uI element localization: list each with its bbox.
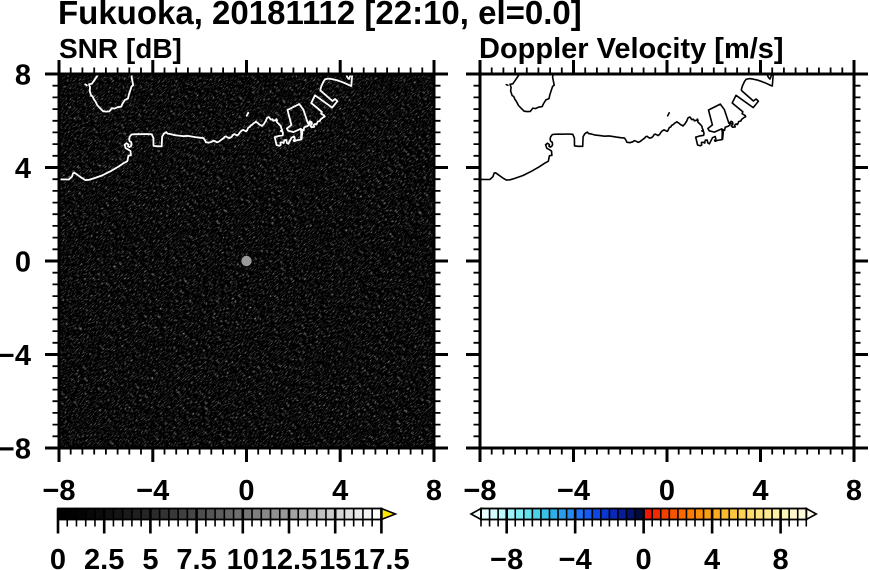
svg-text:8: 8 (846, 475, 862, 507)
svg-text:−8: −8 (42, 475, 75, 507)
svg-text:2.5: 2.5 (84, 544, 124, 570)
svg-text:0: 0 (636, 544, 652, 570)
svg-text:4: 4 (704, 544, 720, 570)
svg-text:Fukuoka, 20181112 [22:10, el=0: Fukuoka, 20181112 [22:10, el=0.0] (58, 0, 582, 31)
svg-text:−8: −8 (490, 544, 523, 570)
svg-text:−4: −4 (559, 544, 592, 570)
svg-text:−4: −4 (136, 475, 169, 507)
svg-text:5: 5 (142, 544, 158, 570)
svg-text:4: 4 (15, 153, 31, 185)
svg-text:8: 8 (15, 59, 31, 91)
svg-text:15: 15 (319, 544, 351, 570)
svg-text:0: 0 (659, 475, 675, 507)
svg-text:8: 8 (773, 544, 789, 570)
svg-text:0: 0 (15, 246, 31, 278)
svg-text:−8: −8 (463, 475, 496, 507)
svg-text:4: 4 (752, 475, 768, 507)
svg-text:Doppler Velocity [m/s]: Doppler Velocity [m/s] (479, 33, 784, 65)
svg-text:4: 4 (332, 475, 348, 507)
svg-text:17.5: 17.5 (353, 544, 409, 570)
svg-text:SNR [dB]: SNR [dB] (59, 33, 182, 64)
svg-text:−8: −8 (0, 433, 31, 465)
svg-text:7.5: 7.5 (176, 544, 216, 570)
svg-text:0: 0 (50, 544, 66, 570)
svg-text:10: 10 (227, 544, 259, 570)
svg-text:12.5: 12.5 (261, 544, 317, 570)
svg-text:−4: −4 (557, 475, 590, 507)
svg-text:8: 8 (426, 475, 442, 507)
svg-text:−4: −4 (0, 340, 31, 372)
svg-text:0: 0 (238, 475, 254, 507)
